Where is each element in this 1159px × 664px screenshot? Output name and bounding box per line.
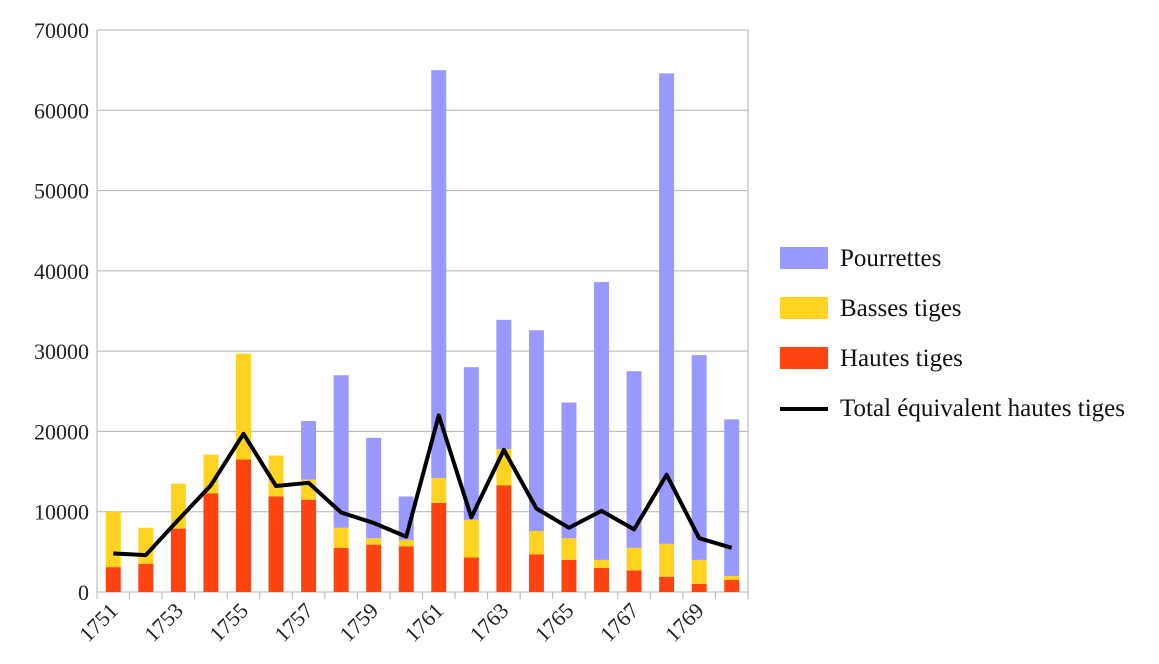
x-tick-label: 1753 — [139, 598, 188, 647]
bar-pourrettes-1766 — [594, 282, 610, 560]
bar-pourrettes-1764 — [528, 330, 544, 531]
legend-swatch-basses-tiges — [780, 297, 828, 319]
bar-basses-tiges-1770 — [724, 575, 740, 580]
bar-pourrettes-1768 — [659, 73, 675, 544]
bar-pourrettes-1758 — [333, 375, 349, 528]
bar-basses-tiges-1763 — [496, 449, 512, 486]
x-tick-label: 1767 — [595, 598, 644, 647]
y-tick-label: 10000 — [34, 500, 89, 525]
x-tick-label: 1757 — [269, 598, 318, 647]
bar-basses-tiges-1760 — [398, 539, 414, 547]
legend-item-basses-tiges: Basses tiges — [780, 290, 1155, 340]
bar-basses-tiges-1754 — [203, 454, 219, 494]
bar-hautes-tiges-1760 — [398, 546, 414, 592]
legend-label-pourrettes: Pourrettes — [840, 245, 942, 272]
y-tick-label: 0 — [78, 580, 89, 605]
bar-basses-tiges-1761 — [431, 477, 447, 503]
x-tick-label: 1761 — [400, 598, 449, 647]
bar-hautes-tiges-1761 — [431, 502, 447, 592]
bar-hautes-tiges-1757 — [301, 499, 317, 592]
bar-basses-tiges-1755 — [235, 353, 251, 460]
legend-label-basses-tiges: Basses tiges — [840, 295, 962, 322]
bar-pourrettes-1769 — [691, 355, 707, 560]
bar-basses-tiges-1766 — [594, 559, 610, 568]
bar-hautes-tiges-1763 — [496, 485, 512, 592]
bar-hautes-tiges-1762 — [463, 557, 479, 592]
y-tick-label: 60000 — [34, 98, 89, 123]
x-tick-label: 1769 — [660, 598, 709, 647]
x-tick-label: 1765 — [530, 598, 579, 647]
legend-swatch-total — [780, 407, 828, 411]
bar-basses-tiges-1752 — [138, 527, 154, 564]
bar-hautes-tiges-1754 — [203, 493, 219, 592]
bar-hautes-tiges-1766 — [594, 567, 610, 592]
bar-pourrettes-1759 — [366, 437, 382, 539]
bar-hautes-tiges-1758 — [333, 547, 349, 592]
legend-swatch-pourrettes — [780, 247, 828, 269]
bar-basses-tiges-1769 — [691, 559, 707, 584]
legend-swatch-hautes-tiges — [780, 347, 828, 369]
bar-hautes-tiges-1767 — [626, 570, 642, 592]
x-tick-label: 1763 — [465, 598, 514, 647]
y-tick-label: 30000 — [34, 339, 89, 364]
bar-pourrettes-1757 — [301, 420, 317, 480]
bar-pourrettes-1765 — [561, 402, 577, 539]
bar-basses-tiges-1759 — [366, 538, 382, 545]
bar-hautes-tiges-1770 — [724, 579, 740, 592]
bar-basses-tiges-1768 — [659, 543, 675, 577]
y-tick-label: 70000 — [34, 18, 89, 43]
bar-hautes-tiges-1768 — [659, 576, 675, 592]
bar-hautes-tiges-1753 — [170, 528, 186, 592]
bar-pourrettes-1761 — [431, 70, 447, 478]
bar-basses-tiges-1767 — [626, 547, 642, 571]
y-tick-label: 40000 — [34, 259, 89, 284]
bar-basses-tiges-1764 — [528, 530, 544, 555]
bar-hautes-tiges-1764 — [528, 554, 544, 592]
y-tick-label: 20000 — [34, 419, 89, 444]
legend-item-pourrettes: Pourrettes — [780, 240, 1155, 290]
bar-hautes-tiges-1756 — [268, 496, 284, 592]
line-total-equivalent — [113, 413, 733, 558]
x-tick-label: 1755 — [204, 598, 253, 647]
bar-pourrettes-1767 — [626, 371, 642, 548]
bar-hautes-tiges-1759 — [366, 544, 382, 592]
bar-hautes-tiges-1769 — [691, 583, 707, 592]
bar-basses-tiges-1765 — [561, 538, 577, 560]
bar-basses-tiges-1758 — [333, 527, 349, 548]
bar-hautes-tiges-1751 — [105, 567, 121, 592]
legend-label-total: Total équivalent hautes tiges — [840, 395, 1125, 422]
bar-pourrettes-1762 — [463, 367, 479, 520]
y-tick-label: 50000 — [34, 179, 89, 204]
bar-pourrettes-1763 — [496, 319, 512, 450]
bar-hautes-tiges-1755 — [235, 459, 251, 592]
bar-pourrettes-1770 — [724, 419, 740, 576]
bar-basses-tiges-1751 — [105, 511, 121, 568]
bar-hautes-tiges-1752 — [138, 563, 154, 592]
x-tick-label: 1751 — [74, 598, 123, 647]
legend: Pourrettes Basses tiges Hautes tiges Tot… — [780, 240, 1155, 440]
bar-hautes-tiges-1765 — [561, 559, 577, 592]
legend-label-hautes-tiges: Hautes tiges — [840, 345, 963, 372]
legend-item-total: Total équivalent hautes tiges — [780, 390, 1155, 440]
bar-basses-tiges-1762 — [463, 519, 479, 558]
x-tick-label: 1759 — [334, 598, 383, 647]
legend-item-hautes-tiges: Hautes tiges — [780, 340, 1155, 390]
